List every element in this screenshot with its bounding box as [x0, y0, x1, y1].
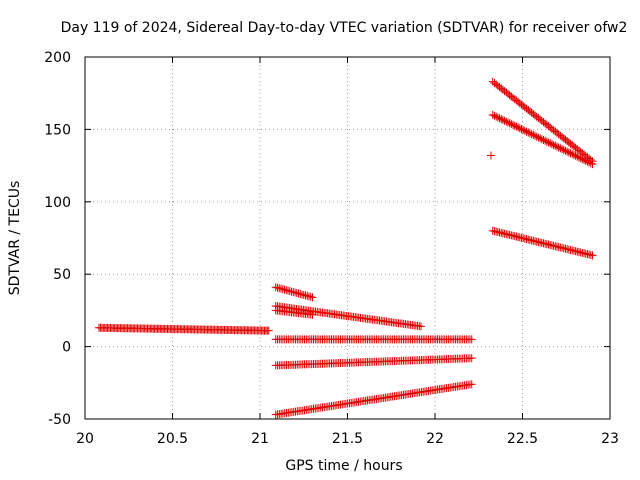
y-tick-label: 0 — [62, 340, 71, 356]
data-point — [527, 130, 536, 139]
series-track-07 — [271, 380, 476, 419]
data-point — [417, 322, 425, 331]
data-point — [568, 150, 577, 159]
axis-ticks: 20 20.5 21 21.5 22 22.5 23 -50 0 50 100 150 200 — [44, 50, 619, 447]
y-tick-label: 150 — [44, 122, 71, 138]
x-axis-label: GPS time / hours — [285, 458, 402, 474]
data-point — [522, 127, 531, 136]
y-tick-label: 100 — [44, 195, 71, 211]
series-track-06 — [271, 354, 476, 370]
data-point — [561, 146, 570, 155]
data-point — [514, 123, 523, 132]
y-axis-label: SDTVAR / TECUs — [7, 181, 23, 296]
x-tick-label: 23 — [601, 431, 619, 447]
data-point — [467, 335, 476, 344]
data-point — [495, 114, 504, 123]
series-track-10 — [488, 226, 597, 260]
data-point — [498, 115, 507, 124]
y-tick-label: -50 — [48, 412, 71, 428]
data-point — [547, 140, 556, 149]
data-point — [583, 157, 592, 166]
data-point — [488, 110, 497, 119]
data-point — [580, 155, 589, 164]
data-point — [500, 116, 509, 125]
series-track-03 — [271, 302, 425, 331]
data-point — [519, 125, 528, 134]
data-point — [539, 135, 548, 144]
data-point — [492, 112, 501, 121]
data-point — [571, 151, 580, 160]
data-point — [534, 133, 543, 142]
series-track-09 — [488, 110, 597, 169]
data-point — [509, 120, 518, 129]
y-tick-label: 50 — [53, 267, 71, 283]
data-point — [552, 142, 561, 151]
data-point — [467, 380, 476, 389]
data-point — [554, 143, 563, 152]
data-point — [510, 121, 519, 130]
data-point — [497, 115, 506, 124]
data-point — [573, 152, 582, 161]
data-point — [578, 155, 587, 164]
data-point — [505, 119, 514, 128]
data-point — [525, 129, 534, 138]
series-track-05 — [271, 335, 476, 344]
x-tick-label: 21.5 — [332, 431, 363, 447]
data-point — [517, 125, 526, 134]
series-track-11 — [487, 151, 495, 160]
data-point — [574, 153, 583, 162]
data-point — [558, 145, 567, 154]
data-point — [308, 310, 317, 319]
data-point — [559, 145, 568, 154]
data-point — [536, 134, 545, 143]
data-point — [544, 138, 553, 147]
data-point — [537, 135, 546, 144]
data-point — [520, 126, 529, 135]
data-point — [546, 139, 555, 148]
data-point — [531, 131, 540, 140]
x-tick-label: 21 — [251, 431, 269, 447]
data-point — [490, 111, 499, 120]
data-point — [515, 124, 524, 133]
data-point — [549, 140, 558, 149]
data-point — [569, 150, 578, 159]
data-point — [541, 136, 550, 145]
data-point — [588, 160, 597, 169]
series-track-04 — [271, 306, 317, 319]
data-point — [551, 141, 560, 150]
data-point — [563, 147, 572, 156]
series-track-02 — [271, 283, 317, 302]
data-point — [264, 326, 273, 335]
data-point — [532, 132, 541, 141]
y-tick-label: 200 — [44, 50, 71, 66]
x-tick-label: 20.5 — [157, 431, 188, 447]
data-point — [586, 159, 595, 168]
data-points — [95, 77, 597, 419]
x-tick-label: 22.5 — [507, 431, 538, 447]
x-tick-label: 22 — [426, 431, 444, 447]
data-point — [585, 158, 594, 167]
series-track-01 — [95, 323, 273, 335]
data-point — [588, 251, 597, 260]
data-point — [542, 137, 551, 146]
data-point — [507, 120, 516, 129]
data-point — [502, 117, 511, 126]
data-point — [503, 118, 512, 127]
data-point — [556, 144, 565, 153]
data-point — [566, 149, 575, 158]
data-point — [564, 148, 573, 157]
data-point — [576, 154, 585, 163]
chart-title: Day 119 of 2024, Sidereal Day-to-day VTE… — [61, 20, 628, 36]
data-point — [529, 130, 538, 139]
data-point — [487, 151, 495, 160]
data-point — [512, 122, 521, 131]
data-point — [493, 113, 502, 122]
x-tick-label: 20 — [76, 431, 94, 447]
data-point — [467, 354, 476, 363]
data-point — [581, 156, 590, 165]
data-point — [524, 128, 533, 137]
data-point — [308, 293, 317, 302]
